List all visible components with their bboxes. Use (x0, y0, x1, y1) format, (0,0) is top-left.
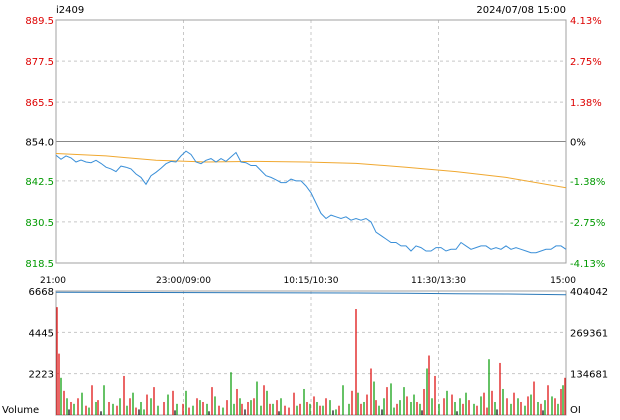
time-tick-label: 21:00 (40, 276, 66, 286)
price-tick-label: 877.5 (25, 57, 54, 68)
volume-axis-label: Volume (2, 405, 39, 416)
oi-tick-label: 269361 (570, 328, 608, 339)
average-price-line (55, 153, 567, 189)
open-interest-line (55, 291, 567, 296)
percent-tick-label: 0% (570, 138, 586, 149)
volume-grid (56, 291, 566, 415)
oi-axis-label: OI (570, 405, 581, 416)
price-tick-label: 818.5 (25, 259, 54, 270)
volume-left-axis: 6668 4445 2223 (29, 287, 54, 381)
time-tick-label: 15:00 (550, 276, 576, 286)
price-tick-label: 889.5 (25, 16, 54, 27)
time-tick-label: 10:15/10:30 (284, 276, 339, 286)
price-tick-label: 842.5 (25, 177, 54, 188)
percent-tick-label: -2.75% (570, 218, 605, 229)
time-tick-label: 23:00/09:00 (156, 276, 211, 286)
percent-tick-label: 4.13% (570, 16, 602, 27)
volume-panel-border (55, 290, 567, 416)
oi-tick-label: 404042 (570, 287, 608, 298)
percent-tick-label: 2.75% (570, 57, 602, 68)
price-left-axis: 889.5 877.5 865.5 854.0 842.5 830.5 818.5 (25, 16, 54, 270)
time-axis: 21:00 23:00/09:00 10:15/10:30 11:30/13:30 15… (40, 276, 576, 286)
price-right-axis: 4.13% 2.75% 1.38% 0% -1.38% -2.75% -4.13% (570, 16, 605, 270)
price-grid (56, 20, 566, 263)
percent-tick-label: -4.13% (570, 259, 605, 270)
price-tick-label: 830.5 (25, 218, 54, 229)
volume-bars (56, 307, 566, 415)
datetime-label: 2024/07/08 15:00 (476, 5, 566, 16)
volume-tick-label: 2223 (29, 370, 54, 381)
percent-tick-label: 1.38% (570, 98, 602, 109)
price-panel-border (55, 19, 567, 264)
price-tick-label: 865.5 (25, 98, 54, 109)
time-tick-label: 11:30/13:30 (411, 276, 466, 286)
volume-tick-label: 4445 (29, 328, 54, 339)
volume-tick-label: 6668 (29, 287, 54, 298)
price-line (55, 150, 567, 254)
price-tick-label: 854.0 (25, 138, 54, 149)
symbol-label: i2409 (56, 5, 84, 16)
oi-right-axis: 404042 269361 134681 (570, 287, 608, 381)
oi-tick-label: 134681 (570, 370, 608, 381)
percent-tick-label: -1.38% (570, 177, 605, 188)
